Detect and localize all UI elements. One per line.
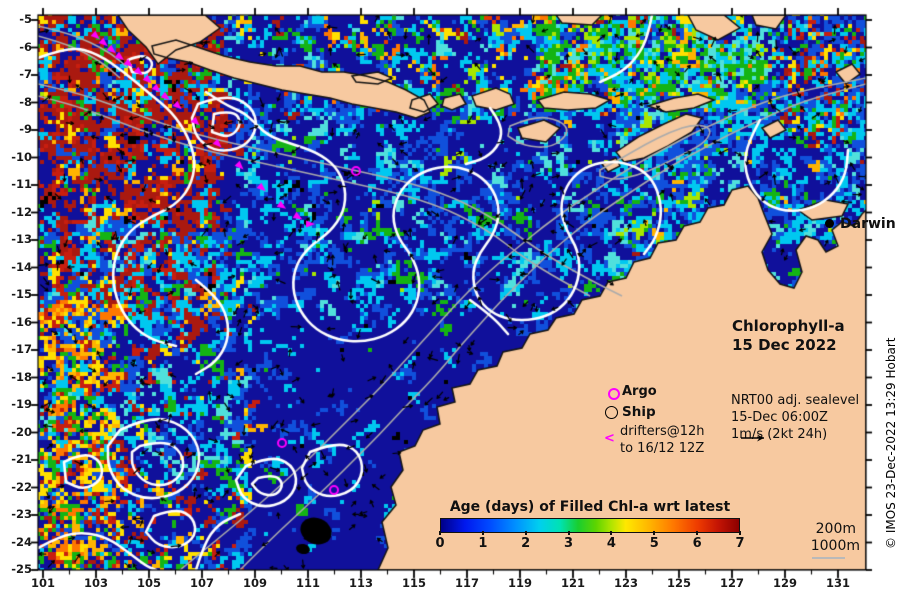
colorbar-tick-label: 4 [606, 536, 616, 551]
y-tick-label: -14 [11, 259, 32, 274]
y-tick-label: -24 [11, 534, 32, 549]
y-tick-label: -18 [11, 369, 32, 384]
colorbar-tick-labels: 0 1 2 3 4 5 6 7 [435, 531, 745, 553]
colorbar-notch [524, 531, 527, 535]
isobath-1000m-label: 1000m [810, 538, 860, 554]
x-tick-label: 119 [507, 576, 533, 590]
y-tick-label: -12 [11, 204, 32, 219]
colorbar-notch [739, 531, 741, 535]
ship-legend-label: Ship [622, 404, 656, 420]
colorbar-title: Age (days) of Filled Chl-a wrt latest [449, 499, 731, 515]
y-tick-label: -17 [11, 342, 32, 356]
sealevel-note-line1: NRT00 adj. sealevel [731, 393, 860, 408]
y-tick-label: -22 [11, 479, 32, 494]
x-tick-label: 117 [454, 576, 480, 590]
sealevel-note-line2: 15-Dec 06:00Z [731, 410, 828, 425]
drifter-legend-label: drifters@12h to 16/12 12Z [620, 423, 705, 457]
colorbar-tick-label: 7 [735, 536, 745, 551]
map-title: Chlorophyll-a 15 Dec 2022 [732, 317, 845, 355]
x-tick-label: 109 [242, 576, 268, 590]
colorbar: Age (days) of Filled Chl-a wrt latest 0 1… [435, 499, 745, 553]
isobath-200m-label: 200m [815, 521, 856, 537]
current-vector-arrow-icon [741, 434, 764, 442]
x-tick-label: 105 [136, 576, 162, 590]
y-tick-label: -13 [11, 232, 32, 246]
y-tick-label: -5 [19, 12, 32, 26]
colorbar-notch [653, 531, 656, 535]
drifter-legend-line2: to 16/12 12Z [620, 441, 705, 456]
argo-legend-icon [608, 388, 620, 400]
x-tick-label: 131 [825, 576, 851, 590]
ship-legend-icon [605, 406, 618, 419]
y-tick-label: -8 [19, 94, 32, 109]
x-tick-label: 123 [613, 576, 639, 590]
drifter-legend-line1: drifters@12h [620, 424, 705, 439]
y-tick-label: -7 [19, 67, 32, 81]
colorbar-notch [610, 531, 613, 535]
drifter-legend-icon: < [604, 431, 615, 446]
x-tick-label: 129 [772, 576, 798, 590]
colorbar-notch [481, 531, 484, 535]
x-tick-label: 115 [401, 576, 427, 590]
colorbar-tick-label: 2 [521, 536, 531, 551]
x-tick-label: 111 [295, 576, 321, 590]
darwin-city-marker [825, 219, 834, 228]
colorbar-tick-label: 5 [649, 536, 659, 551]
x-tick-label: 121 [560, 576, 586, 590]
colorbar-tick-label: 0 [435, 536, 445, 551]
y-tick-label: -15 [11, 287, 32, 301]
colorbar-tick-label: 3 [564, 536, 574, 551]
y-tick-label: -6 [19, 39, 32, 54]
map-title-product: Chlorophyll-a [732, 317, 845, 335]
colorbar-notch [567, 531, 570, 535]
x-tick-label: 125 [666, 576, 692, 590]
darwin-city-label: Darwin [840, 216, 896, 232]
x-tick-label: 103 [83, 576, 109, 590]
colorbar-tick-label: 1 [478, 536, 488, 551]
x-tick-label: 113 [348, 576, 374, 590]
colorbar-notch [439, 531, 441, 535]
y-tick-label: -25 [11, 562, 32, 576]
y-tick-label: -23 [11, 507, 32, 521]
map-title-date: 15 Dec 2022 [732, 336, 837, 354]
x-tick-label: 101 [30, 576, 56, 590]
colorbar-tick-label: 6 [692, 536, 702, 551]
y-tick-label: -20 [11, 424, 32, 439]
x-tick-label: 127 [719, 576, 745, 590]
y-tick-label: -10 [11, 149, 32, 164]
y-tick-label: -19 [11, 397, 32, 411]
y-tick-label: -11 [11, 177, 32, 191]
isobath-line-sample [812, 557, 845, 559]
x-tick-label: 107 [189, 576, 215, 590]
argo-legend-label: Argo [622, 384, 657, 399]
y-tick-label: -16 [11, 314, 32, 329]
colorbar-notch [696, 531, 699, 535]
y-tick-label: -9 [19, 122, 32, 136]
colorbar-gradient [440, 518, 740, 533]
y-tick-label: -21 [11, 452, 32, 466]
credit-text: © IMOS 23-Dec-2022 13:29 Hobart [884, 337, 898, 549]
